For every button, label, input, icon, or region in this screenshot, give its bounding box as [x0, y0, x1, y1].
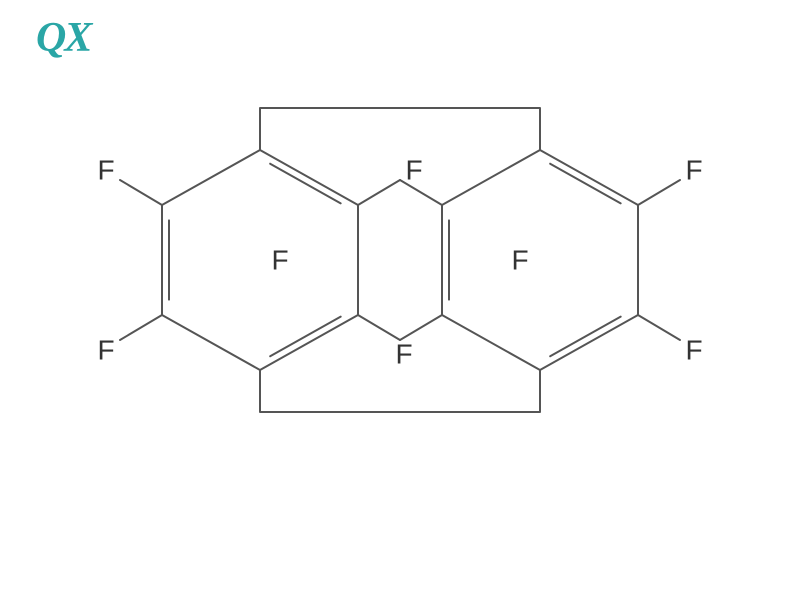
atom-label: F	[271, 244, 288, 275]
chemical-structure-diagram: F F F F F F F F	[0, 0, 800, 600]
atom-label: F	[97, 154, 114, 185]
atom-label: F	[395, 338, 412, 369]
atom-label: F	[405, 154, 422, 185]
atom-label: F	[97, 334, 114, 365]
atom-label: F	[511, 244, 528, 275]
atom-label: F	[685, 154, 702, 185]
atom-label: F	[685, 334, 702, 365]
